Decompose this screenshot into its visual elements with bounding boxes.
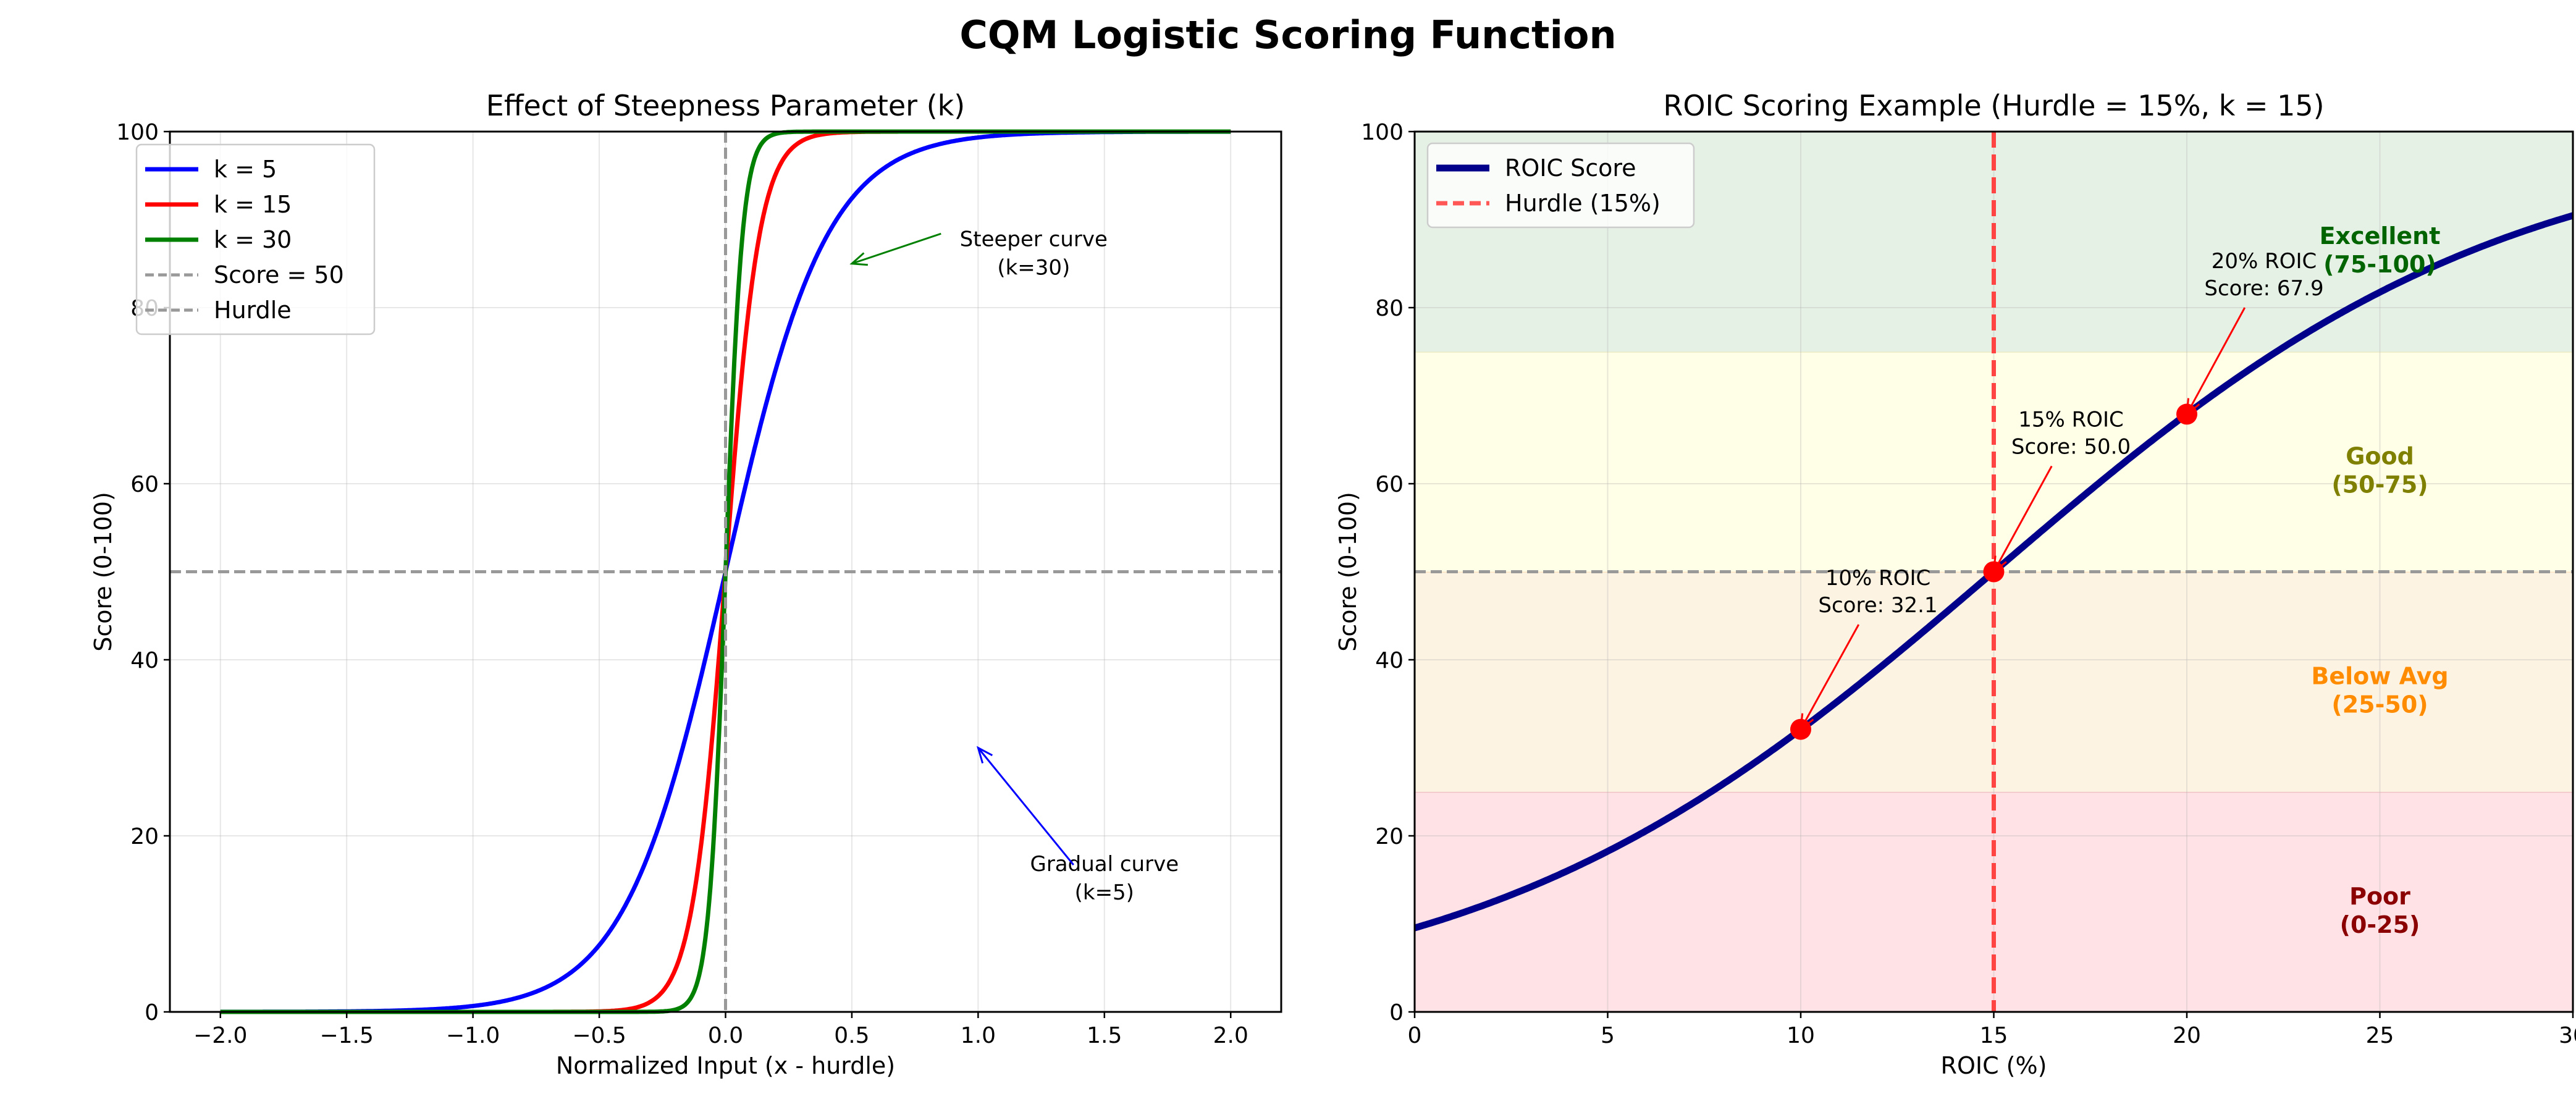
band-label-line: Excellent [2320,222,2441,250]
x-tick-label: 0 [1408,1023,1422,1048]
legend-item: ROIC Score [1436,154,1636,182]
legend-item: Hurdle [145,297,292,324]
annotation-text-line: Steeper curve [960,227,1108,251]
annotation-arrow [851,232,941,265]
band-label-line: Below Avg [2311,663,2448,690]
y-tick-label: 40 [130,648,159,673]
legend-label: ROIC Score [1505,154,1636,182]
legend-box [1426,142,1695,229]
y-tick-label: 60 [130,472,159,497]
x-tick-label: 10 [1787,1023,1815,1048]
y-tick-label: 20 [1375,824,1404,849]
annotation-arrow-head [849,252,868,266]
legend-label: k = 5 [214,156,277,183]
annotation-text-line: (k=5) [1075,880,1134,905]
band-label-line: (50-75) [2331,471,2428,498]
y-axis-label: Score (0-100) [1334,492,1362,652]
y-tick-label: 100 [1361,120,1404,145]
point-arrow-head [1992,555,2007,574]
y-tick-label: 20 [130,824,159,849]
point-annotation: 15% ROIC Score: 50.0 [2011,407,2131,459]
y-tick-label: 0 [145,1000,159,1025]
annotation-text-line: Gradual curve [1030,852,1179,877]
point-arrow [2186,307,2246,415]
x-tick-label: 15 [1980,1023,2008,1048]
legend-label: Hurdle (15%) [1505,190,1661,217]
y-tick-label: 0 [1389,1000,1404,1025]
y-tick-label: 80 [1375,296,1404,321]
point-annotation-line: Score: 50.0 [2011,434,2131,459]
annotation-arrow [977,747,1074,865]
x-tick-label: 0.5 [834,1023,869,1048]
band-label: Poor (0-25) [2340,883,2420,938]
band-label-line: (75-100) [2323,251,2436,278]
figure-title: CQM Logistic Scoring Function [959,12,1616,57]
legend-item: k = 5 [145,156,277,183]
x-tick-label: 5 [1601,1023,1615,1048]
y-axis-label: Score (0-100) [90,492,117,652]
annotation-arrow-head [976,746,993,764]
point-annotation-line: 10% ROIC [1825,566,1931,591]
steepness-chart: Steeper curve (k=30) Gradual curve (k=5) −2.… [90,89,1282,1079]
point-annotation: 20% ROIC Score: 67.9 [2204,249,2323,301]
legend-item: Score = 50 [145,261,344,288]
point-annotation: 10% ROIC Score: 32.1 [1818,566,1937,618]
legend-label: k = 30 [214,226,292,253]
chart-title: ROIC Scoring Example (Hurdle = 15%, k = … [1663,89,2324,122]
band-label: Good (50-75) [2331,442,2428,498]
point-annotation-line: Score: 67.9 [2204,276,2323,301]
y-tick-label: 100 [116,120,159,145]
legend-item: Hurdle (15%) [1436,190,1661,217]
x-tick-label: −1.5 [319,1023,373,1048]
point-arrow-head [2186,398,2200,416]
legend-label: k = 15 [214,191,292,218]
band-label: Excellent (75-100) [2320,222,2441,278]
roic-chart: Poor (0-25) Below Avg (25-50) Good (50-75) Exc… [1334,89,2576,1079]
x-tick-label: 0.0 [708,1023,743,1048]
y-tick-label: 60 [1375,472,1404,497]
point-annotation-line: Score: 32.1 [1818,593,1937,618]
band-label-line: (0-25) [2340,911,2420,938]
x-tick-label: 20 [2173,1023,2201,1048]
point-annotation-line: 15% ROIC [2018,407,2124,432]
legend-item: k = 15 [145,191,292,218]
x-axis-label: ROIC (%) [1941,1052,2047,1079]
annotation-text: Gradual curve (k=5) [1030,852,1179,905]
x-tick-label: 1.5 [1087,1023,1122,1048]
x-tick-label: 2.0 [1213,1023,1248,1048]
legend-label: Hurdle [214,297,292,324]
band-label-line: (25-50) [2331,691,2428,718]
point-annotation-line: 20% ROIC [2212,249,2317,274]
legend-box [135,143,376,335]
point-arrow-head [1799,713,1814,731]
point-arrow [1993,465,2053,573]
y-tick-label: 40 [1375,648,1404,673]
x-tick-label: −0.5 [572,1023,626,1048]
band-label-line: Good [2346,442,2414,469]
x-tick-label: 1.0 [961,1023,996,1048]
chart-title: Effect of Steepness Parameter (k) [486,89,966,122]
x-tick-label: −2.0 [193,1023,247,1048]
x-tick-label: 25 [2366,1023,2394,1048]
annotation-text-line: (k=30) [997,255,1070,280]
annotation-text: Steeper curve (k=30) [960,227,1108,280]
x-tick-label: 30 [2559,1023,2576,1048]
legend-item: k = 30 [145,226,292,253]
x-tick-label: −1.0 [446,1023,500,1048]
legend-label: Score = 50 [214,261,344,288]
point-arrow [1799,624,1860,730]
band-label: Below Avg (25-50) [2311,663,2448,718]
band-label-line: Poor [2349,883,2410,910]
x-axis-label: Normalized Input (x - hurdle) [556,1052,895,1079]
